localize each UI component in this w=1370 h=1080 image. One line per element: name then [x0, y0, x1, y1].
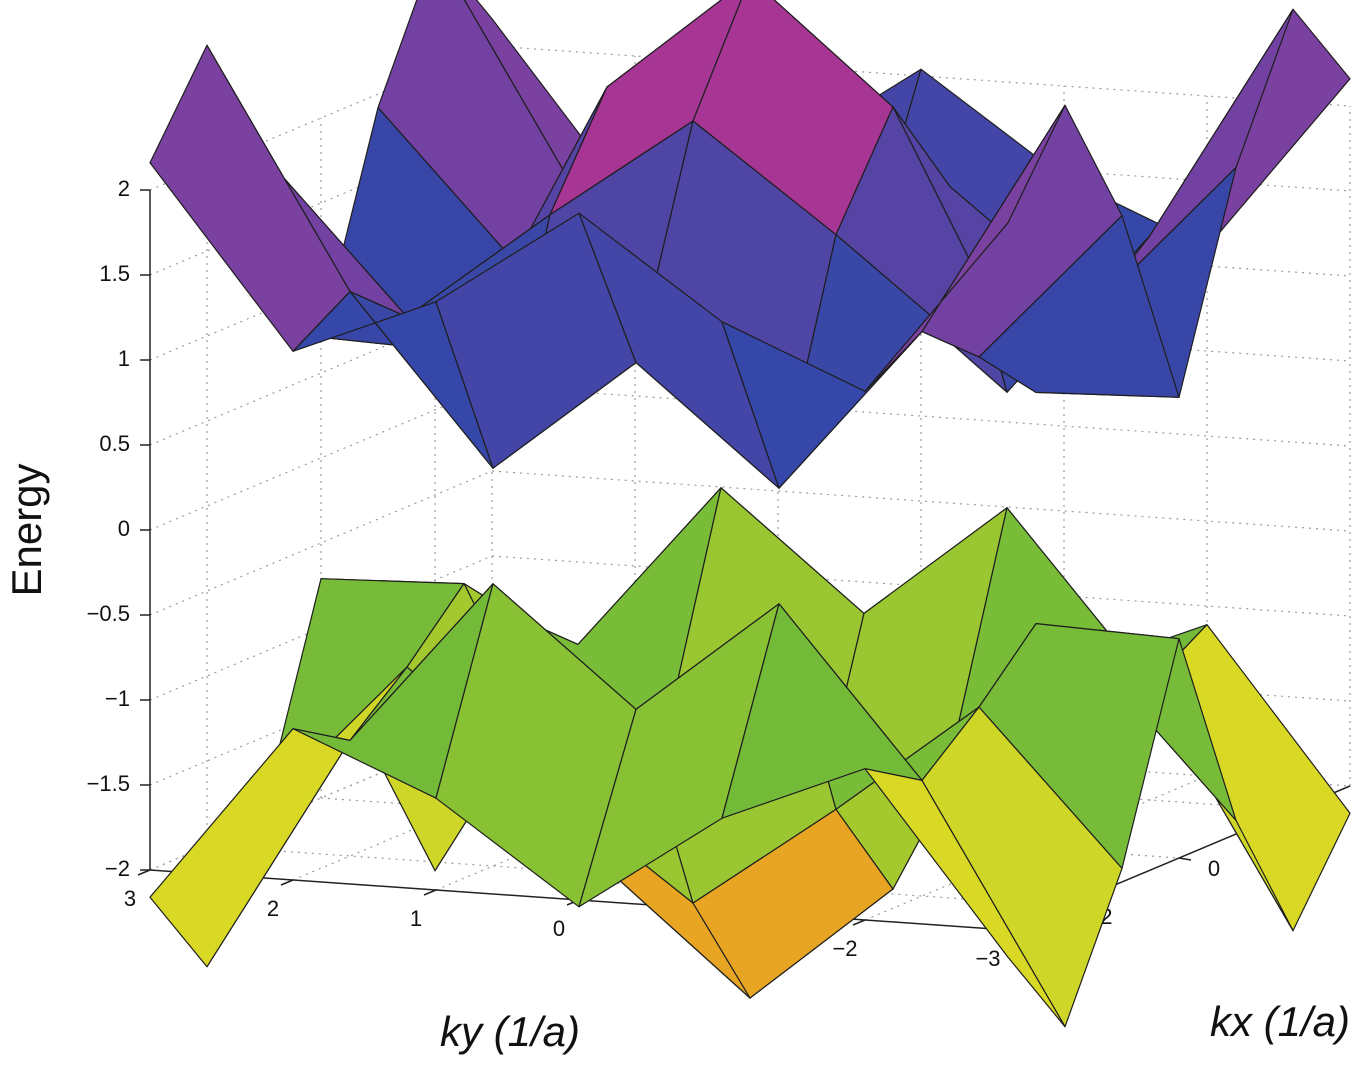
z-tick-label: 2 — [118, 176, 130, 201]
y-tick-label: 0 — [553, 916, 565, 941]
y-axis-label: ky (1/a) — [440, 1008, 580, 1055]
y-tick — [137, 869, 151, 876]
z-tick-label: −1 — [105, 686, 130, 711]
surface-patch — [864, 768, 1066, 1028]
grid-line — [149, 385, 493, 531]
z-tick-label: 0 — [118, 516, 130, 541]
grid-line — [864, 775, 1208, 921]
y-tick — [423, 889, 437, 896]
y-tick-label: 2 — [267, 896, 279, 921]
surface-patch — [149, 728, 351, 968]
y-tick — [280, 879, 294, 886]
surface-patch — [149, 44, 351, 352]
z-tick-label: −1.5 — [87, 771, 130, 796]
y-tick-label: −3 — [975, 946, 1000, 971]
y-tick — [852, 919, 866, 926]
z-tick-label: 1 — [118, 346, 130, 371]
y-tick-label: −2 — [832, 936, 857, 961]
x-axis-label: kx (1/a) — [1210, 998, 1350, 1045]
y-tick-label: 3 — [124, 886, 136, 911]
z-tick-label: 0.5 — [99, 431, 130, 456]
grid-line — [149, 470, 493, 616]
grid-line — [491, 385, 1351, 447]
x-tick-label: 0 — [1208, 856, 1220, 881]
y-tick-label: 1 — [410, 906, 422, 931]
z-tick-label: 1.5 — [99, 261, 130, 286]
z-axis-label: Energy — [3, 463, 50, 596]
grid-line — [491, 470, 1351, 532]
x-tick — [1178, 857, 1192, 861]
surface-patch — [864, 104, 1066, 392]
z-tick-label: −2 — [105, 856, 130, 881]
z-tick-label: −0.5 — [87, 601, 130, 626]
